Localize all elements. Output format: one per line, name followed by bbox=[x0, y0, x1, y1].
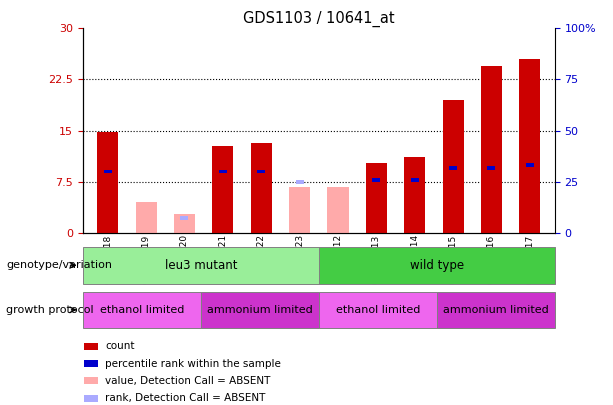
Bar bbox=[135, 202, 157, 233]
Text: percentile rank within the sample: percentile rank within the sample bbox=[105, 359, 281, 369]
Text: growth protocol: growth protocol bbox=[6, 305, 94, 315]
Bar bbox=[219, 170, 227, 173]
Bar bbox=[97, 132, 118, 233]
Bar bbox=[201, 292, 319, 328]
Text: genotype/variation: genotype/variation bbox=[6, 260, 112, 270]
Bar bbox=[180, 216, 188, 220]
Bar bbox=[295, 180, 303, 183]
Bar bbox=[366, 163, 387, 233]
Text: wild type: wild type bbox=[409, 259, 464, 272]
Text: ammonium limited: ammonium limited bbox=[207, 305, 313, 315]
Bar bbox=[83, 247, 319, 284]
Text: ethanol limited: ethanol limited bbox=[335, 305, 420, 315]
Bar bbox=[526, 163, 534, 166]
Bar bbox=[319, 292, 436, 328]
Bar bbox=[289, 187, 310, 233]
Bar bbox=[372, 178, 380, 181]
Bar bbox=[487, 166, 495, 170]
Bar bbox=[436, 292, 555, 328]
Bar bbox=[83, 292, 201, 328]
Bar bbox=[404, 156, 425, 233]
Title: GDS1103 / 10641_at: GDS1103 / 10641_at bbox=[243, 11, 395, 27]
Text: leu3 mutant: leu3 mutant bbox=[164, 259, 237, 272]
Bar bbox=[481, 66, 502, 233]
Bar bbox=[443, 100, 463, 233]
Bar bbox=[289, 187, 310, 233]
Bar bbox=[174, 214, 195, 233]
Bar bbox=[84, 377, 98, 384]
Text: ammonium limited: ammonium limited bbox=[443, 305, 549, 315]
Bar bbox=[104, 170, 112, 173]
Bar bbox=[449, 166, 457, 170]
Text: count: count bbox=[105, 341, 134, 352]
Text: ethanol limited: ethanol limited bbox=[99, 305, 184, 315]
Bar bbox=[257, 170, 265, 173]
Bar bbox=[327, 187, 349, 233]
Bar bbox=[84, 343, 98, 350]
Bar bbox=[251, 143, 272, 233]
Bar bbox=[212, 146, 234, 233]
Text: value, Detection Call = ABSENT: value, Detection Call = ABSENT bbox=[105, 376, 270, 386]
Bar bbox=[519, 59, 541, 233]
Bar bbox=[84, 360, 98, 367]
Bar bbox=[84, 394, 98, 402]
Bar bbox=[411, 178, 419, 181]
Bar bbox=[319, 247, 555, 284]
Text: rank, Detection Call = ABSENT: rank, Detection Call = ABSENT bbox=[105, 393, 265, 403]
